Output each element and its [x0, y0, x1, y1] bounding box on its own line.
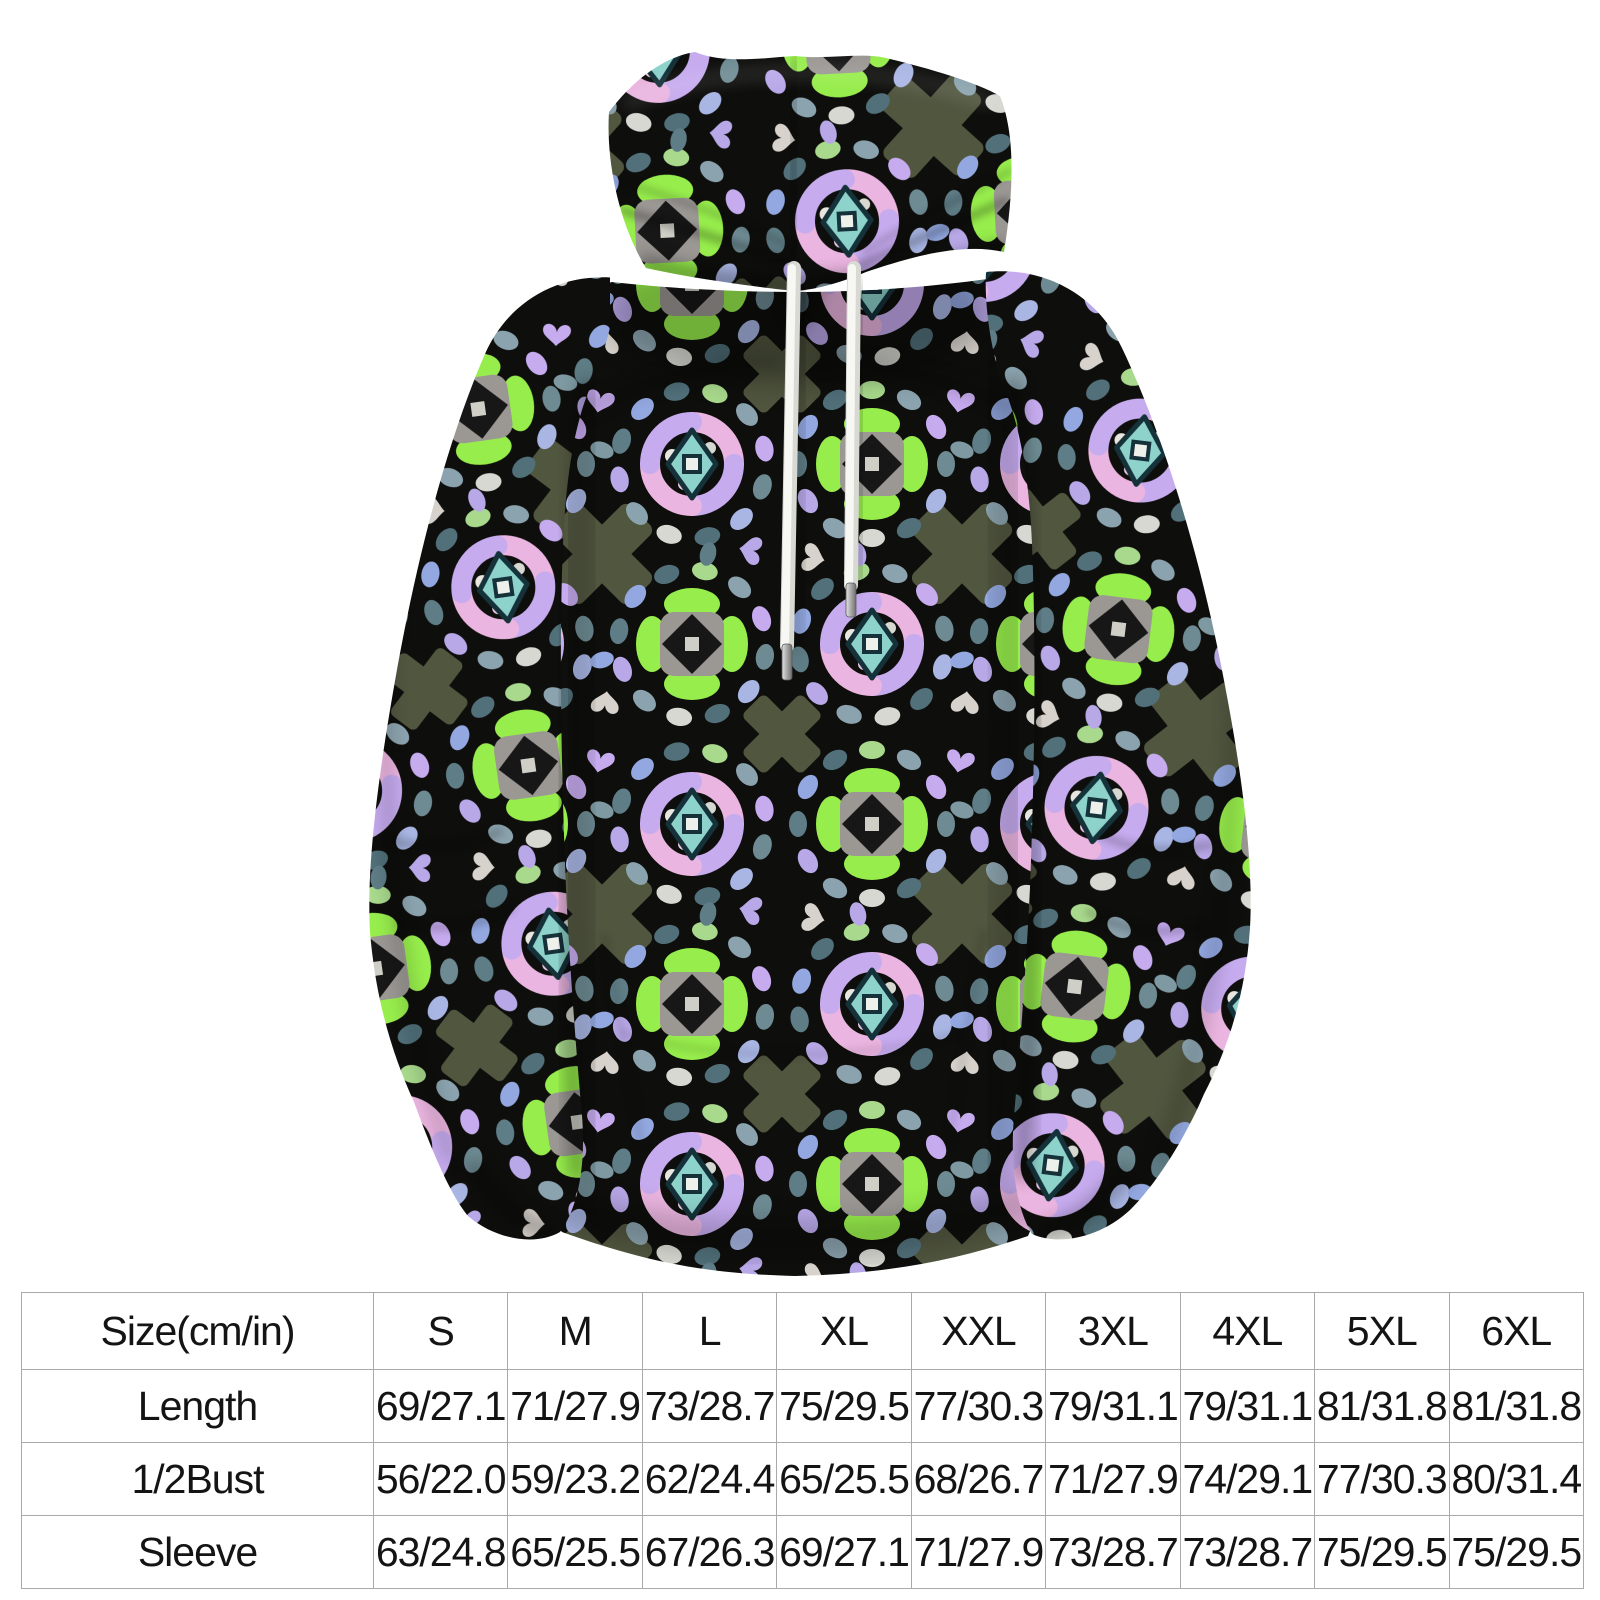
- pocket-seam: [620, 1029, 960, 1058]
- measurement-value: 73/28.7: [1179, 1515, 1316, 1589]
- hood-top-highlight: [620, 64, 995, 113]
- measurement-value: 69/27.1: [776, 1515, 912, 1589]
- hoodie-graphic: [369, 52, 1251, 1276]
- hoodie-photo: [369, 52, 1251, 1276]
- measurement-value: 75/29.5: [776, 1369, 912, 1443]
- measurement-value: 77/30.3: [1314, 1442, 1450, 1516]
- left-aglet: [781, 643, 793, 681]
- measurement-label: 1/2Bust: [21, 1442, 374, 1516]
- half-bust-row: 1/2Bust 56/22.0 59/23.2 62/24.4 65/25.5 …: [21, 1442, 1584, 1516]
- measurement-value: 71/27.9: [1045, 1442, 1181, 1516]
- measurement-value: 75/29.5: [1314, 1515, 1450, 1589]
- measurement-value: 77/30.3: [910, 1369, 1047, 1443]
- right-seam-shadow: [983, 351, 1023, 1191]
- measurement-value: 79/31.1: [1179, 1369, 1316, 1443]
- measurement-value: 75/29.5: [1448, 1515, 1584, 1589]
- size-col-header: L: [641, 1292, 778, 1370]
- measurement-value: 69/27.1: [372, 1369, 509, 1443]
- hem-shadow: [541, 1182, 1050, 1254]
- measurement-value: 59/23.2: [507, 1442, 643, 1516]
- size-col-header: 6XL: [1448, 1292, 1584, 1370]
- drawstrings: [780, 261, 868, 681]
- measurement-value: 65/25.5: [507, 1515, 643, 1589]
- size-col-header: 4XL: [1179, 1292, 1316, 1370]
- measurement-value: 67/26.3: [641, 1515, 778, 1589]
- size-col-header: XXL: [910, 1292, 1047, 1370]
- measurement-value: 74/29.1: [1179, 1442, 1316, 1516]
- left-seam-shadow: [562, 359, 601, 1191]
- measurement-value: 73/28.7: [1045, 1515, 1181, 1589]
- size-chart-table: Size(cm/in) S M L XL XXL 3XL 4XL 5XL 6XL…: [21, 1292, 1584, 1589]
- measurement-value: 68/26.7: [910, 1442, 1047, 1516]
- measurement-value: 63/24.8: [372, 1515, 509, 1589]
- size-col-header: 5XL: [1314, 1292, 1450, 1370]
- measurement-value: 65/25.5: [776, 1442, 912, 1516]
- length-row: Length 69/27.1 71/27.9 73/28.7 75/29.5 7…: [21, 1369, 1584, 1443]
- sleeve-row: Sleeve 63/24.8 65/25.5 67/26.3 69/27.1 7…: [21, 1515, 1584, 1589]
- right-cuff-shadow: [1038, 1161, 1137, 1240]
- measurement-value: 62/24.4: [641, 1442, 778, 1516]
- measurement-label: Length: [21, 1369, 374, 1443]
- hood: [608, 52, 1012, 291]
- measurement-value: 79/31.1: [1045, 1369, 1181, 1443]
- measurement-value: 71/27.9: [910, 1515, 1047, 1589]
- measurement-value: 71/27.9: [507, 1369, 643, 1443]
- measurement-value: 81/31.8: [1448, 1369, 1584, 1443]
- measurement-value: 81/31.8: [1314, 1369, 1450, 1443]
- size-col-header: XL: [776, 1292, 912, 1370]
- hood-center-seam: [790, 57, 797, 257]
- left-cuff-shadow: [463, 1157, 558, 1240]
- size-col-header: M: [507, 1292, 643, 1370]
- size-unit-header: Size(cm/in): [21, 1292, 374, 1370]
- right-aglet: [845, 582, 857, 618]
- size-col-header: 3XL: [1045, 1292, 1181, 1370]
- measurement-value: 73/28.7: [641, 1369, 778, 1443]
- size-chart-header-row: Size(cm/in) S M L XL XXL 3XL 4XL 5XL 6XL: [21, 1292, 1584, 1370]
- size-col-header: S: [372, 1292, 509, 1370]
- measurement-value: 56/22.0: [372, 1442, 509, 1516]
- measurement-value: 80/31.4: [1448, 1442, 1584, 1516]
- measurement-label: Sleeve: [21, 1515, 374, 1589]
